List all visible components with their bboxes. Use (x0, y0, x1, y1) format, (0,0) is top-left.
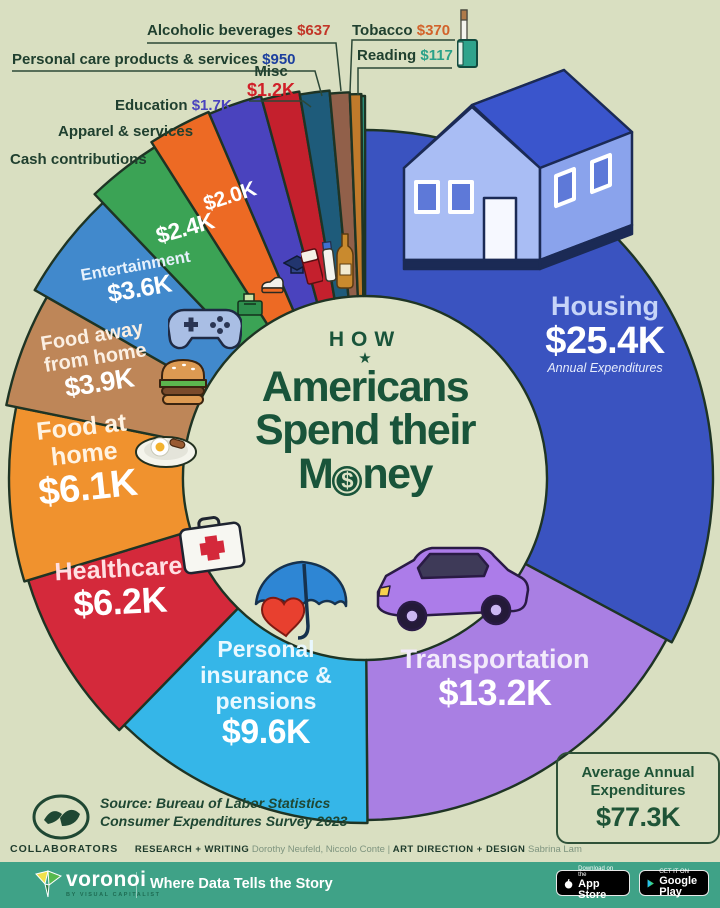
label-text: Personal care products & services (12, 51, 258, 68)
title-line-2: Spend their (254, 406, 477, 455)
label-cash-contributions: Cash contributions (10, 151, 147, 169)
label-value: $950 (262, 51, 296, 68)
average-label: Average Annual Expenditures (581, 764, 695, 799)
segment-personal-insurance-pensions (123, 607, 369, 825)
voronoi-brand: voronoi BY VISUAL CAPITALIST (66, 869, 161, 898)
game-controller-icon (168, 308, 242, 350)
segment-label-insurance: Personal insurance & pensions $9.6K (200, 636, 332, 752)
label-text: Cash contributions (10, 151, 147, 168)
footer-bar: voronoi BY VISUAL CAPITALIST Where Data … (0, 862, 720, 908)
label-value: $1.2K (246, 79, 296, 100)
brand-name: voronoi (66, 868, 147, 891)
visual-capitalist-emblem-icon (32, 794, 90, 840)
title-line-3: M $ ney (298, 450, 433, 499)
leader-alcoholic (147, 42, 342, 92)
google-play-line2: Google Play (659, 874, 698, 898)
beer-bottle-icon (336, 233, 354, 289)
umbrella-heart-icon (254, 560, 348, 640)
label-value: $1.7K (191, 97, 232, 114)
label-value: $117 (420, 47, 453, 64)
google-play-badge[interactable]: GET IT ON Google Play (639, 868, 709, 898)
app-store-line1: Download on the (578, 865, 614, 878)
label-text: Alcoholic beverages (147, 22, 293, 39)
burger-icon (159, 359, 207, 405)
research-names: Dorothy Neufeld, Niccolo Conte (251, 844, 385, 855)
segment-reading (360, 94, 367, 298)
book-icon (457, 39, 478, 68)
leader-tobacco (349, 39, 455, 93)
donation-box-icon (237, 293, 263, 316)
separator: | (387, 844, 391, 855)
brand-byline: BY VISUAL CAPITALIST (66, 892, 161, 898)
research-label: RESEARCH + WRITING (134, 844, 250, 855)
voronoi-logo-icon (35, 870, 62, 898)
first-aid-kit-icon (179, 516, 246, 575)
label-reading: Reading $117 (357, 47, 453, 65)
design-names: Sabrina Lam (528, 844, 582, 855)
leader-misc (249, 100, 312, 108)
label-text: Education (115, 97, 188, 114)
label-tobacco: Tobacco $370 (352, 22, 451, 40)
app-store-line2: App Store (578, 877, 607, 901)
segment-label-food-at-home: Food at home $6.1K (35, 408, 140, 514)
google-play-line1: GET IT ON (659, 868, 690, 875)
label-personal-care: Personal care products & services $950 (12, 51, 296, 69)
footer-tagline: Where Data Tells the Story (150, 876, 333, 892)
label-alcoholic-beverages: Alcoholic beverages $637 (147, 22, 331, 40)
label-apparel: Apparel & services (58, 123, 194, 141)
footer-divider (136, 872, 137, 898)
title-line-1: Americans (261, 362, 470, 411)
source-line-2: Consumer Expenditures Survey 2023 (100, 812, 348, 829)
app-store-badge[interactable]: Download on the App Store (556, 866, 630, 900)
food-plate-icon (135, 436, 197, 468)
design-label: ART DIRECTION + DESIGN (392, 844, 526, 855)
label-value: $637 (297, 22, 331, 39)
label-misc: Misc $1.2K (236, 63, 306, 100)
google-play-icon (647, 879, 654, 887)
segment-label-healthcare: Healthcare $6.2K (53, 551, 184, 625)
chart-title: HOW ★ Americans Spend their M $ ney (215, 328, 515, 497)
leader-reading (357, 67, 452, 95)
leader-personal-care (12, 70, 323, 97)
label-text: Apparel & services (58, 123, 194, 140)
house-icon (402, 68, 634, 271)
collaborators-heading: COLLABORATORS (10, 843, 119, 855)
star-icon: ★ (358, 350, 372, 367)
source-note: Source: Bureau of Labor Statistics Consu… (100, 795, 347, 830)
label-text: Misc (254, 63, 288, 80)
segment-label-transportation: Transportation $13.2K (400, 644, 590, 714)
label-education: Education $1.7K (115, 97, 232, 115)
segment-label-housing: Housing $25.4K Annual Expenditures (545, 291, 665, 376)
apple-icon (564, 878, 573, 889)
car-icon (376, 546, 530, 632)
collaborators-bar: COLLABORATORS RESEARCH + WRITING Dorothy… (10, 843, 582, 855)
label-text: Reading (357, 47, 417, 64)
sneaker-icon (261, 276, 284, 294)
label-text: Tobacco (352, 22, 413, 39)
label-value: $370 (416, 22, 451, 39)
average-expenditures-box: Average Annual Expenditures $77.3K (556, 752, 720, 844)
dollar-coin-icon: $ (332, 466, 363, 497)
title-kicker: HOW (328, 328, 402, 351)
average-value: $77.3K (595, 802, 681, 832)
toothpaste-tube-icon (321, 240, 337, 282)
source-line-1: Source: Bureau of Labor Statistics (100, 795, 331, 811)
cigarette-pack-icon (301, 248, 323, 285)
